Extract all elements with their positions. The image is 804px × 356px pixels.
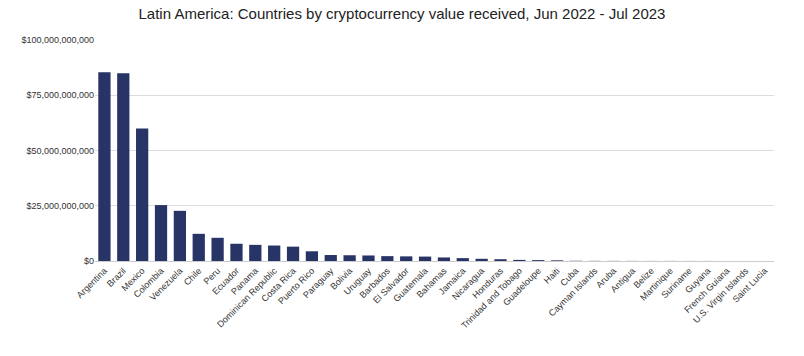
svg-text:Cayman Islands: Cayman Islands xyxy=(547,265,600,318)
svg-text:Dominican Republic: Dominican Republic xyxy=(215,265,279,329)
svg-text:Puerto Rico: Puerto Rico xyxy=(276,266,316,306)
svg-text:Paraguay: Paraguay xyxy=(301,265,336,300)
svg-text:Argentina: Argentina xyxy=(75,266,109,300)
svg-text:Panama: Panama xyxy=(229,266,260,297)
svg-text:Brazil: Brazil xyxy=(105,266,128,289)
svg-text:Martinique: Martinique xyxy=(638,266,675,303)
svg-text:$0: $0 xyxy=(84,256,94,266)
svg-text:Guatemala: Guatemala xyxy=(391,266,429,304)
svg-text:$100,000,000,000: $100,000,000,000 xyxy=(21,35,94,45)
svg-text:Trinidad and Tobago: Trinidad and Tobago xyxy=(459,266,524,331)
svg-text:Nicaragua: Nicaragua xyxy=(450,266,486,302)
svg-text:$75,000,000,000: $75,000,000,000 xyxy=(26,90,94,100)
svg-text:Jamaica: Jamaica xyxy=(437,266,468,297)
svg-text:El Salvador: El Salvador xyxy=(371,266,411,306)
svg-text:Barbados: Barbados xyxy=(358,265,393,300)
svg-text:Aruba: Aruba xyxy=(594,266,618,290)
svg-text:Mexico: Mexico xyxy=(120,266,147,293)
svg-text:$50,000,000,000: $50,000,000,000 xyxy=(26,146,94,156)
svg-text:Suriname: Suriname xyxy=(659,266,693,300)
svg-text:Chile: Chile xyxy=(182,266,204,288)
svg-text:Honduras: Honduras xyxy=(470,265,505,300)
svg-text:$25,000,000,000: $25,000,000,000 xyxy=(26,201,94,211)
svg-text:Bolivia: Bolivia xyxy=(328,266,354,292)
svg-text:Costa Rica: Costa Rica xyxy=(259,266,297,304)
svg-text:Haiti: Haiti xyxy=(542,266,562,286)
svg-text:Uruguay: Uruguay xyxy=(342,265,373,296)
svg-text:Antigua: Antigua xyxy=(608,266,637,295)
svg-text:French Guiana: French Guiana xyxy=(682,266,731,315)
svg-text:Latin America: Countries by cr: Latin America: Countries by cryptocurren… xyxy=(139,5,666,22)
svg-text:Ecuador: Ecuador xyxy=(210,266,241,297)
svg-text:Guyana: Guyana xyxy=(683,266,712,295)
svg-text:U.S. Virgin Islands: U.S. Virgin Islands xyxy=(691,265,751,325)
svg-text:Belize: Belize xyxy=(632,266,656,290)
svg-text:Venezuela: Venezuela xyxy=(148,266,185,303)
svg-text:Peru: Peru xyxy=(202,266,223,287)
svg-text:Bahamas: Bahamas xyxy=(415,265,449,299)
svg-text:Guadeloupe: Guadeloupe xyxy=(501,266,543,308)
svg-text:Colombia: Colombia xyxy=(132,266,166,300)
svg-text:Saint Lucia: Saint Lucia xyxy=(731,266,770,305)
svg-text:Cuba: Cuba xyxy=(558,266,580,288)
